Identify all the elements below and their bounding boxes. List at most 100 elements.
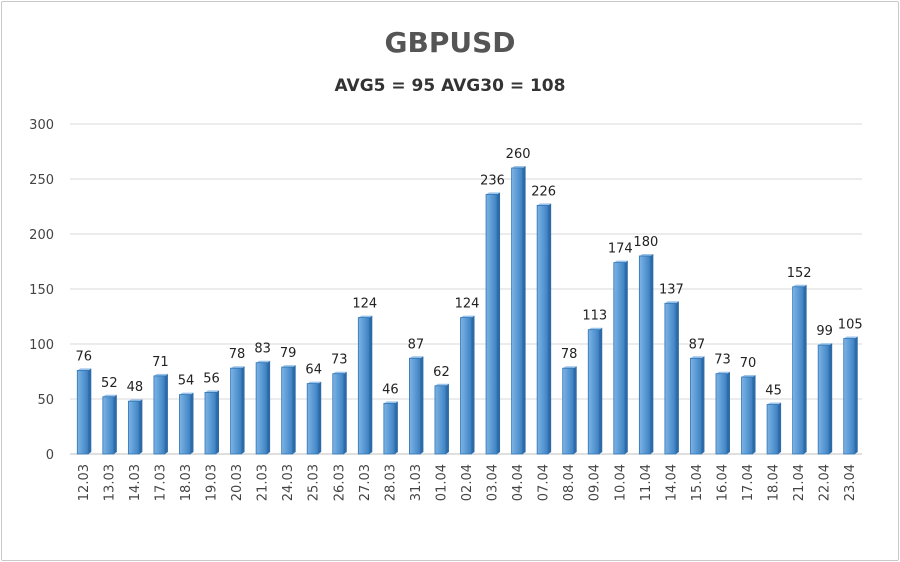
bar-side bbox=[522, 166, 526, 454]
bar-side bbox=[292, 365, 296, 454]
data-label: 54 bbox=[178, 374, 195, 389]
bar bbox=[204, 391, 217, 455]
bar-side bbox=[548, 203, 552, 454]
bar bbox=[638, 255, 651, 455]
x-tick-label: 10.04 bbox=[613, 464, 628, 501]
bars bbox=[76, 166, 858, 455]
x-tick-label: 18.03 bbox=[179, 464, 194, 501]
data-label: 62 bbox=[433, 365, 450, 380]
bar-group bbox=[204, 390, 220, 455]
bar-group bbox=[613, 260, 628, 455]
bar-group bbox=[562, 366, 577, 455]
data-label: 124 bbox=[455, 297, 480, 312]
bar-top bbox=[179, 392, 194, 395]
bar-side bbox=[778, 402, 782, 454]
x-tick-label: 23.04 bbox=[843, 464, 858, 501]
bar-side bbox=[343, 371, 347, 454]
bar-group bbox=[690, 356, 705, 455]
bar-top bbox=[307, 381, 322, 384]
bar-side bbox=[675, 301, 679, 454]
x-tick-label: 31.03 bbox=[409, 464, 424, 501]
data-label: 180 bbox=[633, 235, 658, 250]
y-axis: 0 50 100 150 200 250 300 bbox=[29, 118, 54, 463]
bar-top bbox=[460, 315, 475, 318]
bar-side bbox=[241, 366, 245, 454]
bar-top bbox=[256, 360, 271, 363]
bar-top bbox=[434, 383, 449, 386]
bar-group bbox=[638, 254, 654, 455]
bar bbox=[127, 400, 140, 455]
data-label: 236 bbox=[480, 173, 505, 188]
bar bbox=[383, 402, 396, 455]
grid-lines bbox=[70, 123, 862, 455]
x-tick-label: 14.04 bbox=[664, 464, 679, 501]
data-label: 56 bbox=[203, 371, 220, 386]
bar-side bbox=[190, 392, 194, 454]
data-label: 78 bbox=[561, 347, 578, 362]
x-tick-label: 19.03 bbox=[205, 464, 220, 501]
bar bbox=[485, 193, 498, 455]
bar-group bbox=[281, 365, 296, 455]
x-tick-label: 24.03 bbox=[281, 464, 296, 501]
data-label: 87 bbox=[689, 337, 706, 352]
bar-group bbox=[715, 371, 730, 455]
bar-top bbox=[562, 366, 577, 369]
x-tick-label: 09.04 bbox=[588, 464, 603, 501]
bar-top bbox=[818, 343, 833, 346]
bar-top bbox=[102, 394, 117, 397]
y-tick-label: 150 bbox=[29, 283, 54, 298]
bar-side bbox=[650, 254, 654, 454]
bar-top bbox=[281, 365, 296, 368]
bar bbox=[562, 367, 575, 455]
data-label: 76 bbox=[76, 349, 93, 364]
bar-side bbox=[369, 315, 373, 454]
data-label: 260 bbox=[506, 147, 531, 162]
x-tick-label: 02.04 bbox=[460, 464, 475, 501]
x-tick-label: 28.03 bbox=[383, 464, 398, 501]
data-label: 48 bbox=[127, 380, 144, 395]
x-tick-label: 25.03 bbox=[307, 464, 322, 501]
bar-side bbox=[216, 390, 220, 454]
bar-group bbox=[511, 166, 526, 455]
bar-side bbox=[139, 399, 143, 454]
bar-group bbox=[383, 401, 398, 455]
bar-group bbox=[409, 356, 424, 455]
bar-top bbox=[639, 254, 654, 256]
data-label: 87 bbox=[408, 337, 425, 352]
bar-top bbox=[358, 315, 373, 318]
bar bbox=[511, 167, 523, 455]
bar-group bbox=[536, 203, 552, 455]
bar-side bbox=[701, 356, 705, 454]
data-label: 113 bbox=[582, 309, 607, 324]
bar bbox=[357, 317, 370, 455]
bar bbox=[613, 262, 626, 455]
bar-side bbox=[829, 343, 833, 454]
data-label: 73 bbox=[714, 353, 731, 368]
bar bbox=[741, 376, 753, 455]
bar bbox=[690, 357, 702, 455]
bar-top bbox=[511, 166, 526, 168]
bar-group bbox=[766, 402, 782, 455]
data-label: 99 bbox=[816, 324, 833, 339]
bar-group bbox=[434, 383, 449, 455]
bar bbox=[587, 329, 600, 455]
bar-top bbox=[230, 366, 245, 369]
bar-group bbox=[153, 373, 168, 455]
bar-side bbox=[471, 315, 475, 454]
x-axis: 12.03 13.03 14.03 17.03 18.03 19.03 20.03 21.03… bbox=[77, 464, 858, 501]
x-tick-label: 22.04 bbox=[818, 464, 833, 501]
y-tick-label: 250 bbox=[29, 173, 54, 188]
bar-side bbox=[164, 373, 168, 454]
bar bbox=[817, 344, 830, 455]
bar bbox=[76, 369, 89, 455]
data-label: 105 bbox=[838, 318, 863, 333]
bar bbox=[843, 338, 856, 455]
data-label: 70 bbox=[740, 356, 757, 371]
data-label: 226 bbox=[531, 184, 556, 199]
x-tick-label: 03.04 bbox=[486, 464, 501, 501]
bar-group bbox=[817, 343, 833, 455]
bar-group bbox=[587, 327, 603, 455]
bar-group bbox=[843, 336, 858, 455]
bar bbox=[102, 396, 115, 455]
bar-side bbox=[394, 401, 398, 454]
